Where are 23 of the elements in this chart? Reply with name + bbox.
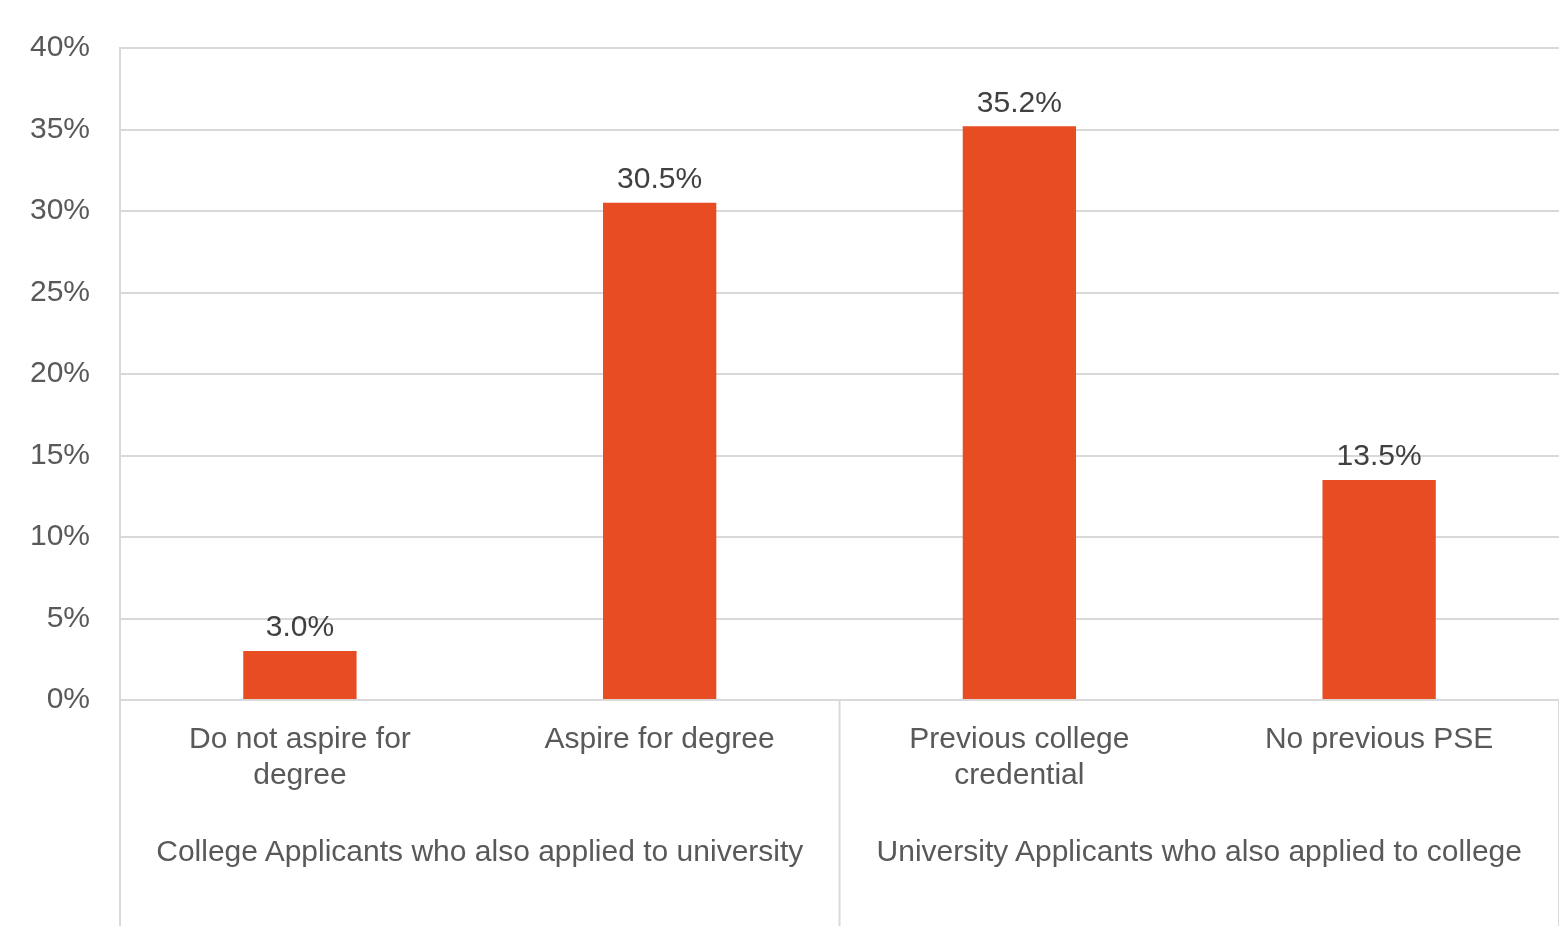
y-tick-label: 20% bbox=[30, 355, 91, 389]
y-tick-label: 15% bbox=[30, 436, 91, 470]
y-tick-label: 10% bbox=[30, 518, 91, 552]
x-tick-label: Aspire for degree bbox=[544, 721, 775, 755]
y-tick-label: 25% bbox=[30, 273, 91, 307]
x-tick-label: Previous college credential bbox=[909, 721, 1130, 791]
x-tick-label: No previous PSE bbox=[1264, 721, 1494, 755]
x-tick-label: Do not aspire for degree bbox=[189, 721, 411, 791]
data-label: 3.0% bbox=[265, 609, 335, 643]
text: University Applicants who also applied to college bbox=[876, 834, 1522, 868]
text: College Applicants who also applied to university bbox=[156, 834, 804, 868]
data-label: 13.5% bbox=[1336, 438, 1422, 472]
y-tick-label: 0% bbox=[46, 681, 91, 715]
y-tick-label: 30% bbox=[30, 192, 91, 226]
data-label: 35.2% bbox=[976, 84, 1062, 118]
bar bbox=[962, 126, 1077, 699]
y-tick-label: 35% bbox=[30, 110, 91, 144]
y-tick-label: 40% bbox=[30, 29, 91, 63]
bar bbox=[243, 651, 357, 699]
y-tick-label: 5% bbox=[46, 599, 91, 633]
bar bbox=[1322, 479, 1436, 699]
bar bbox=[602, 202, 717, 699]
data-label: 30.5% bbox=[617, 161, 703, 195]
